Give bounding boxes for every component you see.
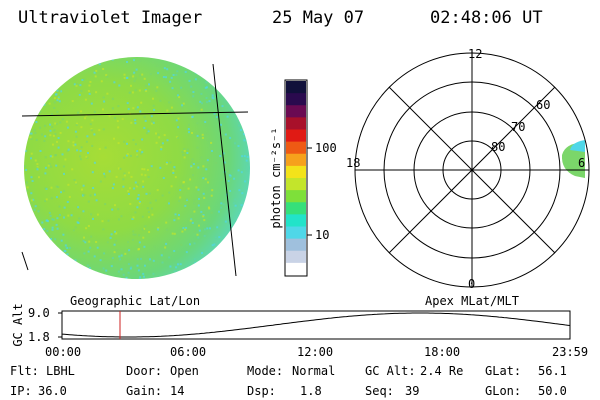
mlt-label-12: 12 <box>468 47 483 61</box>
mlt-label-6: 6 <box>578 156 586 170</box>
status-flt-label: Flt: <box>10 364 39 378</box>
mlat-label-70: 70 <box>511 120 526 134</box>
colorbar-band <box>286 202 306 215</box>
mlat-label-80: 80 <box>491 140 506 154</box>
colorbar-band <box>286 141 306 155</box>
colorbar-band <box>286 226 306 240</box>
alt-ytick-min: 1.8 <box>28 330 50 344</box>
colorbar-band <box>286 250 306 264</box>
mlat-label-60: 60 <box>536 98 551 112</box>
status-glon-label: GLon: <box>485 384 522 398</box>
altitude-plot <box>58 310 571 340</box>
header-date: 25 May 07 <box>272 8 365 28</box>
alt-xtick-4: 23:59 <box>552 345 589 359</box>
colorbar-band <box>286 238 306 252</box>
colorbar-band <box>286 178 306 191</box>
colorbar-band <box>286 81 306 94</box>
status-gain-label: Gain: <box>126 384 163 398</box>
mlt-label-18: 18 <box>346 156 361 170</box>
colorbar-band <box>286 105 306 118</box>
status-dsp-label: Dsp: <box>247 384 276 398</box>
status-dsp-value: 1.8 <box>300 384 322 398</box>
status-glat-value: 56.1 <box>538 364 567 378</box>
status-glon-value: 50.0 <box>538 384 567 398</box>
status-ip-label: IP: <box>10 384 32 398</box>
uv-image-disk <box>21 57 250 279</box>
alt-xtick-3: 18:00 <box>424 345 461 359</box>
header-time: 02:48:06 UT <box>430 8 543 28</box>
colorbar-band <box>286 214 306 227</box>
colorbar-tick-100: 100 <box>315 141 337 155</box>
colorbar-band <box>286 153 306 167</box>
colorbar-band <box>286 165 306 179</box>
apex-label: Apex MLat/MLT <box>425 294 519 308</box>
status-seq-value: 39 <box>405 384 420 398</box>
status-gcalt-label: GC Alt: <box>365 364 416 378</box>
color-bar <box>284 79 312 277</box>
alt-xtick-2: 12:00 <box>297 345 334 359</box>
colorbar-unit-label: photon cm⁻²s⁻¹ <box>269 127 283 229</box>
alt-ylabel: GC Alt <box>11 303 25 347</box>
colorbar-band <box>286 93 306 106</box>
colorbar-band <box>286 190 306 203</box>
geographic-label: Geographic Lat/Lon <box>70 294 201 308</box>
status-gcalt-value: 2.4 Re <box>420 364 464 378</box>
mlt-label-0: 0 <box>468 277 476 291</box>
alt-ytick-max: 9.0 <box>28 306 50 320</box>
alt-xtick-0: 00:00 <box>45 345 82 359</box>
colorbar-tick-10: 10 <box>315 228 330 242</box>
colorbar-band <box>286 262 306 276</box>
status-mode-value: Normal <box>292 364 336 378</box>
colorbar-band <box>286 117 306 130</box>
status-flt-value: LBHL <box>46 364 75 378</box>
status-ip-value: 36.0 <box>38 384 67 398</box>
status-glat-label: GLat: <box>485 364 522 378</box>
instrument-title: Ultraviolet Imager <box>18 8 203 28</box>
status-mode-label: Mode: <box>247 364 284 378</box>
status-door-label: Door: <box>126 364 163 378</box>
status-gain-value: 14 <box>170 384 185 398</box>
status-door-value: Open <box>170 364 199 378</box>
alt-xtick-1: 06:00 <box>170 345 207 359</box>
polar-plot <box>354 52 590 288</box>
status-seq-label: Seq: <box>365 384 394 398</box>
colorbar-band <box>286 129 306 143</box>
